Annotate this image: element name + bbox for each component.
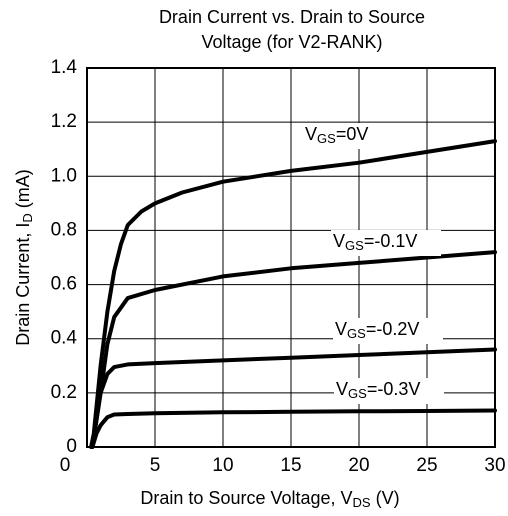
y-axis-label-main: Drain Current, I (13, 223, 33, 346)
chart-title: Drain Current vs. Drain to Source (159, 7, 425, 27)
series-annotation-rest: =-0.3V (367, 379, 421, 399)
series-annotation: VGS=-0.2V (335, 319, 419, 342)
x-tick-label: 30 (484, 455, 505, 476)
x-axis-label-rest: (V) (371, 488, 400, 508)
y-axis-label: Drain Current, ID (mA) (13, 169, 36, 345)
x-tick-label: 5 (150, 455, 161, 476)
series-annotation-sub: GS (317, 131, 336, 146)
series-annotation-main: V (333, 231, 345, 251)
annotation-bg (331, 230, 441, 256)
x-tick-label: 10 (212, 455, 233, 476)
series-annotation-main: V (336, 379, 348, 399)
y-tick-label: 0 (66, 436, 77, 457)
x-tick-label: 15 (280, 455, 301, 476)
series-annotation-rest: =-0.1V (364, 231, 418, 251)
series-annotation-sub: GS (347, 326, 366, 341)
chart-title: Voltage (for V2-RANK) (201, 32, 382, 52)
x-tick-label: 0 (60, 455, 71, 476)
annotation-bg (333, 318, 443, 344)
series-line (89, 139, 497, 449)
y-tick-label: 0.2 (51, 382, 77, 403)
annotation-bg (303, 123, 413, 149)
plot-frame (86, 67, 496, 448)
y-tick-label: 0.6 (51, 274, 77, 295)
x-axis-label-main: Drain to Source Voltage, V (140, 488, 352, 508)
series-annotation-rest: =0V (336, 124, 369, 144)
series-annotation-sub: GS (348, 386, 367, 401)
series-annotation-main: V (305, 124, 317, 144)
x-tick-label: 20 (348, 455, 369, 476)
y-tick-label: 1.0 (51, 165, 77, 186)
series-line (90, 408, 497, 449)
x-tick-label: 25 (416, 455, 437, 476)
y-axis-label-rest: (mA) (13, 169, 33, 213)
series-annotation: VGS=-0.1V (333, 231, 417, 254)
series-annotation-sub: GS (345, 238, 364, 253)
y-axis-label-sub: D (20, 213, 35, 222)
series-annotation-main: V (335, 319, 347, 339)
y-tick-label: 0.8 (51, 219, 77, 240)
series-annotation-rest: =-0.2V (366, 319, 420, 339)
y-tick-label: 1.2 (51, 111, 77, 132)
x-axis-label: Drain to Source Voltage, VDS (V) (140, 488, 399, 511)
annotation-bg (334, 378, 444, 404)
series-annotation: VGS=-0.3V (336, 379, 420, 402)
x-axis-label-sub: DS (353, 495, 371, 510)
y-tick-label: 0.4 (51, 328, 78, 349)
series-annotation: VGS=0V (305, 124, 368, 147)
y-tick-label: 1.4 (51, 57, 78, 78)
series-line (90, 347, 497, 449)
